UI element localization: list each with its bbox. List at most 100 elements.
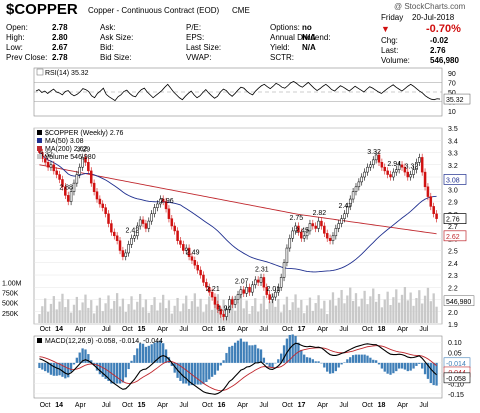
macd-histogram-bar xyxy=(372,359,375,363)
price-candle-body xyxy=(366,166,369,173)
volume-bar xyxy=(432,293,435,323)
macd-histogram-bar xyxy=(392,362,395,374)
price-candle-body xyxy=(294,225,297,232)
volume-tick: 750K xyxy=(2,291,19,298)
price-candle-body xyxy=(426,186,430,197)
quote-label: Low: xyxy=(6,43,23,52)
price-candle-body xyxy=(225,309,228,317)
price-candle-body xyxy=(213,296,217,305)
macd-histogram-bar xyxy=(225,353,228,363)
price-candle-body xyxy=(331,235,335,241)
rsi-tick: 10 xyxy=(448,109,456,116)
x-axis-label: Jul xyxy=(102,402,111,409)
price-candle-body xyxy=(265,287,269,295)
price-candle-body xyxy=(363,171,366,178)
price-candle-body xyxy=(412,169,415,175)
price-candle-body xyxy=(251,284,254,293)
macd-tick: 0.05 xyxy=(448,351,462,358)
x-axis-label: Apr xyxy=(397,326,409,333)
macd-histogram-bar xyxy=(147,345,150,363)
price-candle-body xyxy=(92,182,96,192)
volume-bar xyxy=(101,311,104,323)
volume-bar xyxy=(328,300,332,323)
macd-histogram-bar xyxy=(418,362,421,364)
price-annotation: 2.45 xyxy=(295,227,309,234)
price-candle-body xyxy=(64,186,67,196)
price-candle-body xyxy=(87,162,90,172)
price-candle-body xyxy=(69,191,73,202)
volume-bar xyxy=(61,293,64,323)
volume-bar xyxy=(173,305,176,323)
volume-bar xyxy=(115,293,119,323)
price-annotation: 2.07 xyxy=(235,279,249,286)
macd-histogram-bar xyxy=(400,362,404,369)
macd-histogram-bar xyxy=(46,362,50,373)
price-candle-body xyxy=(179,240,182,245)
x-axis-label: Apr xyxy=(237,402,249,409)
volume-bar xyxy=(136,301,139,323)
price-candle-body xyxy=(110,223,113,233)
volume-bar xyxy=(164,308,168,323)
price-candle-body xyxy=(205,282,208,288)
macd-value-tag xyxy=(443,372,471,384)
macd-histogram-bar xyxy=(398,362,401,369)
volume-tick: 1.00M xyxy=(2,280,22,287)
volume-bar xyxy=(389,304,392,323)
volume-bar xyxy=(409,292,412,323)
x-axis-label: Apr xyxy=(397,402,409,409)
price-candle-body xyxy=(184,247,188,251)
price-candle-body xyxy=(435,213,438,219)
percent-change: -0.70% xyxy=(426,23,461,35)
macd-histogram-bar xyxy=(277,359,280,363)
macd-histogram-bar xyxy=(133,355,136,363)
price-tick: 3.2 xyxy=(448,163,458,170)
price-legend-entry: Volume 546,980 xyxy=(45,154,96,161)
volume-bar xyxy=(415,298,418,323)
x-axis-label: Oct xyxy=(202,326,213,333)
price-candle-body xyxy=(245,287,248,294)
volume-bar xyxy=(55,309,58,323)
price-candle-body xyxy=(150,213,153,222)
volume-bar xyxy=(185,295,188,323)
last-label: Last: xyxy=(381,46,399,55)
macd-histogram-bar xyxy=(331,362,335,374)
volume-bar xyxy=(271,293,274,323)
price-candle-body xyxy=(383,166,387,172)
macd-tick: 0.10 xyxy=(448,340,462,347)
price-candle-body xyxy=(55,170,58,175)
volume-bar xyxy=(141,307,145,323)
volume-bar xyxy=(303,313,306,323)
volume-bar xyxy=(87,307,90,323)
price-annotation: 2.75 xyxy=(290,215,304,222)
price-tick: 2.0 xyxy=(448,310,458,317)
price-annotation: 2.94 xyxy=(387,161,401,168)
macd-histogram-bar xyxy=(173,362,176,373)
volume-bar xyxy=(400,294,404,323)
price-tick: 3.5 xyxy=(448,126,458,133)
volume-bar xyxy=(377,293,381,323)
macd-panel: 0.100.050.00-0.05-0.10-0.15MACD(12,26,9)… xyxy=(33,334,471,399)
macd-histogram-bar xyxy=(274,362,277,364)
macd-histogram-bar xyxy=(75,357,78,363)
price-candle-body xyxy=(187,247,191,257)
volume-bar xyxy=(110,308,113,323)
macd-histogram-bar xyxy=(38,362,41,369)
volume-bar xyxy=(369,296,372,323)
macd-histogram-bar xyxy=(98,362,102,375)
volume-bar xyxy=(202,312,205,323)
price-candle-body xyxy=(325,233,329,239)
quote-value: no xyxy=(302,23,312,32)
macd-histogram-bar xyxy=(415,362,418,366)
macd-histogram-bar xyxy=(182,362,185,384)
price-tick: 2.9 xyxy=(448,200,458,207)
price-candle-body xyxy=(161,198,165,202)
price-tick: 3.3 xyxy=(448,151,458,158)
macd-histogram-bar xyxy=(337,362,340,368)
price-candle-body xyxy=(242,289,246,294)
volume-bar xyxy=(274,306,277,323)
price-annotation: 2.01 xyxy=(267,286,281,293)
price-candle-body xyxy=(147,220,151,229)
price-candle-body xyxy=(216,304,220,310)
volume-bar xyxy=(285,296,289,323)
